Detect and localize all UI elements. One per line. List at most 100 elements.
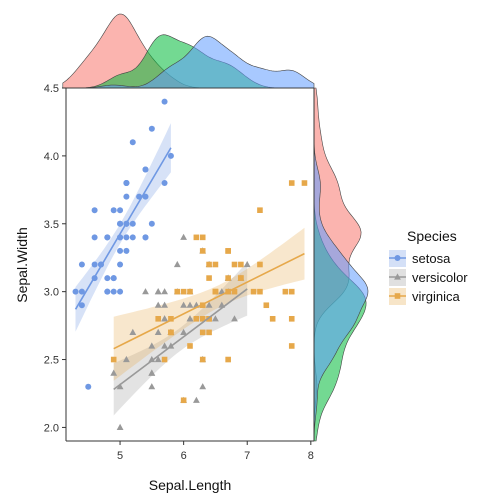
point-setosa xyxy=(149,221,155,227)
point-virginica xyxy=(174,289,180,295)
point-setosa xyxy=(168,153,174,159)
y-axis-title: Sepal.Width xyxy=(14,227,30,302)
point-virginica xyxy=(162,357,168,363)
x-tick-label: 6 xyxy=(181,450,187,462)
point-setosa xyxy=(123,234,129,240)
legend-key-marker xyxy=(395,293,401,299)
point-setosa xyxy=(123,180,129,186)
point-virginica xyxy=(251,289,257,295)
point-virginica xyxy=(200,248,206,254)
point-virginica xyxy=(155,316,161,322)
point-versicolor xyxy=(117,424,124,430)
point-versicolor xyxy=(193,397,200,403)
x-tick-label: 8 xyxy=(308,450,314,462)
point-setosa xyxy=(117,248,123,254)
point-virginica xyxy=(238,262,244,268)
point-virginica xyxy=(264,302,270,308)
legend-label: versicolor xyxy=(412,270,468,285)
point-setosa xyxy=(142,234,148,240)
point-virginica xyxy=(289,180,295,186)
point-setosa xyxy=(92,262,98,268)
y-tick-label: 3.5 xyxy=(44,219,59,231)
point-setosa xyxy=(130,139,136,145)
legend-title: Species xyxy=(407,228,457,244)
legend: Species setosa versicolor virginica xyxy=(389,228,468,305)
point-virginica xyxy=(283,289,289,295)
point-setosa xyxy=(162,99,168,105)
point-virginica xyxy=(200,357,206,363)
x-tick-label: 5 xyxy=(117,450,123,462)
point-setosa xyxy=(162,180,168,186)
y-axis-ticks: 2.0 2.5 3.0 3.5 4.0 4.5 xyxy=(44,83,66,434)
y-tick-label: 4.0 xyxy=(44,151,59,163)
point-virginica xyxy=(181,397,187,403)
point-virginica xyxy=(206,275,212,281)
point-setosa xyxy=(117,262,123,268)
point-virginica xyxy=(206,330,212,336)
point-setosa xyxy=(92,234,98,240)
point-versicolor xyxy=(244,261,251,267)
y-tick-label: 4.5 xyxy=(44,83,59,95)
point-virginica xyxy=(225,357,231,363)
point-setosa xyxy=(117,207,123,213)
y-tick-label: 2.5 xyxy=(44,355,59,367)
point-virginica xyxy=(289,343,295,349)
legend-item-versicolor: versicolor xyxy=(389,269,468,286)
legend-key-marker xyxy=(395,255,401,261)
point-virginica xyxy=(270,316,276,322)
legend-item-virginica: virginica xyxy=(389,288,460,305)
scatter-plot-area xyxy=(73,99,308,430)
point-versicolor xyxy=(155,302,162,308)
point-virginica xyxy=(194,235,200,241)
point-versicolor xyxy=(199,383,206,389)
point-virginica xyxy=(225,275,231,281)
point-setosa xyxy=(104,234,110,240)
point-virginica xyxy=(257,207,263,213)
point-setosa xyxy=(111,207,117,213)
point-virginica xyxy=(238,275,244,281)
x-axis-ticks: 5 6 7 8 xyxy=(117,441,314,462)
point-virginica xyxy=(213,289,219,295)
point-setosa xyxy=(123,194,129,200)
point-versicolor xyxy=(161,288,168,294)
point-virginica xyxy=(200,330,206,336)
point-setosa xyxy=(117,221,123,227)
point-setosa xyxy=(111,289,117,295)
point-setosa xyxy=(85,384,91,390)
point-versicolor xyxy=(174,261,181,267)
legend-items: setosa versicolor virginica xyxy=(389,250,468,305)
point-virginica xyxy=(225,248,231,254)
point-setosa xyxy=(117,289,123,295)
point-virginica xyxy=(257,289,263,295)
point-versicolor xyxy=(142,288,149,294)
point-setosa xyxy=(92,207,98,213)
legend-label: setosa xyxy=(412,251,451,266)
point-virginica xyxy=(232,262,238,268)
point-virginica xyxy=(206,262,212,268)
point-virginica xyxy=(213,262,219,268)
point-virginica xyxy=(289,289,295,295)
point-setosa xyxy=(104,275,110,281)
y-tick-label: 3.0 xyxy=(44,287,59,299)
point-virginica xyxy=(181,289,187,295)
point-setosa xyxy=(104,289,110,295)
point-virginica xyxy=(200,235,206,241)
regression-bands xyxy=(76,123,305,415)
point-virginica xyxy=(111,357,117,363)
top-marginal-density xyxy=(63,14,314,88)
point-setosa xyxy=(73,289,79,295)
regression-line-setosa xyxy=(76,148,171,310)
point-setosa xyxy=(130,234,136,240)
point-virginica xyxy=(194,316,200,322)
point-setosa xyxy=(123,248,129,254)
point-versicolor xyxy=(155,288,162,294)
point-virginica xyxy=(289,316,295,322)
point-virginica xyxy=(302,180,308,186)
legend-label: virginica xyxy=(412,289,460,304)
point-setosa xyxy=(79,262,85,268)
x-axis-title: Sepal.Length xyxy=(149,477,232,493)
point-virginica xyxy=(257,262,263,268)
point-virginica xyxy=(187,289,193,295)
point-versicolor xyxy=(180,234,187,240)
